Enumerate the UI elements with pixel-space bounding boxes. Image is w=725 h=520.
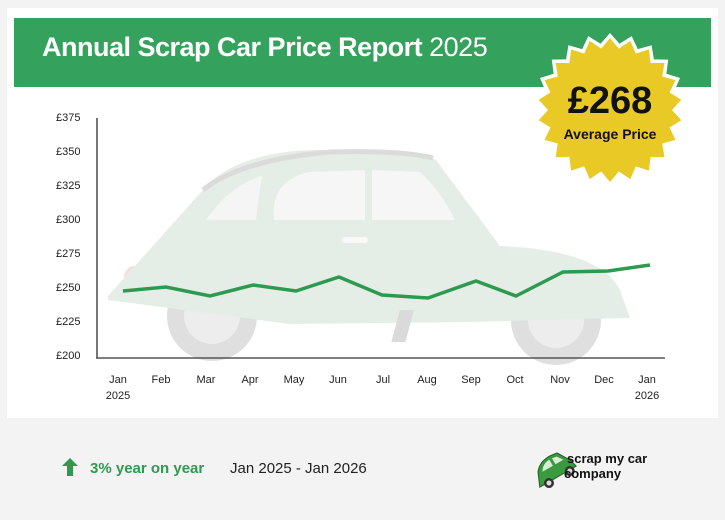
x-tick-label: Nov bbox=[550, 374, 570, 386]
x-tick-label: Jul bbox=[375, 374, 391, 386]
y-tick-label: £325 bbox=[56, 180, 81, 192]
y-tick-label: £225 bbox=[56, 316, 81, 328]
x-tick-label: May bbox=[283, 374, 305, 386]
date-range: Jan 2025 - Jan 2026 bbox=[230, 460, 367, 477]
x-tick-label: Jan 2025 bbox=[105, 374, 131, 402]
x-tick-label: Mar bbox=[196, 374, 216, 386]
x-tick-label: Feb bbox=[151, 374, 171, 386]
yoy-change: 3% year on year bbox=[90, 460, 205, 477]
y-tick-label: £275 bbox=[56, 248, 81, 260]
y-tick-label: £300 bbox=[56, 214, 81, 226]
x-tick-label: Jan 2026 bbox=[634, 374, 660, 402]
company-logo-text: scrap my car company bbox=[564, 451, 648, 481]
average-price-value: £268 bbox=[567, 80, 653, 122]
title-text: Annual Scrap Car Price Report bbox=[42, 32, 423, 62]
average-price-label: Average Price bbox=[563, 126, 657, 142]
x-tick-label: Apr bbox=[241, 374, 259, 386]
page-title: Annual Scrap Car Price Report 2025 bbox=[42, 32, 488, 63]
price-line bbox=[122, 263, 651, 300]
x-tick-label: Oct bbox=[506, 374, 524, 386]
y-tick-label: £375 bbox=[56, 112, 81, 124]
y-tick-label: £200 bbox=[56, 350, 81, 362]
starburst-badge-icon bbox=[533, 33, 687, 187]
y-tick-label: £350 bbox=[56, 146, 81, 158]
x-tick-label: Jun bbox=[329, 374, 347, 386]
x-tick-label: Sep bbox=[461, 374, 481, 386]
title-year: 2025 bbox=[429, 32, 488, 62]
x-tick-label: Dec bbox=[594, 374, 614, 386]
line-chart bbox=[96, 118, 665, 365]
up-arrow-icon bbox=[62, 458, 78, 476]
company-logo-car-icon bbox=[537, 452, 577, 489]
y-tick-label: £250 bbox=[56, 282, 81, 294]
x-tick-label: Aug bbox=[417, 374, 437, 386]
